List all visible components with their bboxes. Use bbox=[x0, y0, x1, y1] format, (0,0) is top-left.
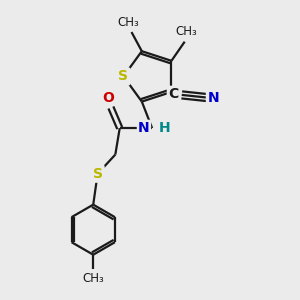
Text: S: S bbox=[93, 167, 103, 181]
Text: CH₃: CH₃ bbox=[82, 272, 104, 285]
Text: CH₃: CH₃ bbox=[118, 16, 140, 28]
Text: N: N bbox=[138, 121, 150, 135]
Text: N: N bbox=[207, 91, 219, 105]
Text: C: C bbox=[168, 87, 178, 101]
Text: CH₃: CH₃ bbox=[175, 25, 197, 38]
Text: H: H bbox=[159, 121, 170, 135]
Text: O: O bbox=[102, 91, 114, 104]
Text: S: S bbox=[118, 69, 128, 83]
